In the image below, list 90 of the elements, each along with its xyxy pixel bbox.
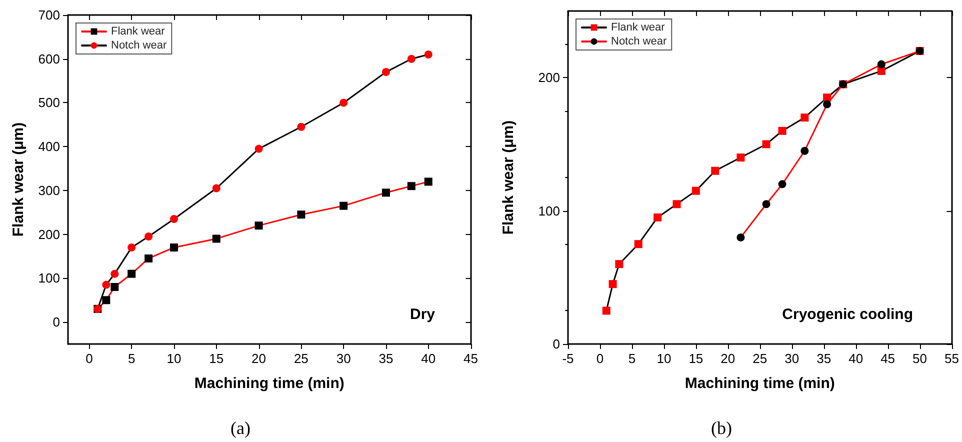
point xyxy=(800,114,809,122)
point xyxy=(297,210,306,219)
point xyxy=(424,178,432,186)
x-tick-label: 0 xyxy=(596,351,604,366)
point xyxy=(407,54,416,63)
x-tick-label: 10 xyxy=(656,351,672,366)
x-tick-label: 5 xyxy=(628,351,636,366)
legend-label: Flank wear xyxy=(111,26,166,38)
point xyxy=(823,100,832,108)
point xyxy=(102,296,110,304)
point xyxy=(382,188,390,197)
point xyxy=(877,66,886,75)
point xyxy=(762,200,770,208)
y-tick-label: 200 xyxy=(38,226,60,242)
point xyxy=(144,232,153,241)
x-tick-label: 15 xyxy=(688,351,704,366)
x-tick-label: 45 xyxy=(464,351,478,366)
point xyxy=(711,166,720,175)
point xyxy=(340,202,348,210)
x-axis-title: Machining time (min) xyxy=(194,375,344,392)
text: (b) xyxy=(711,418,732,438)
point xyxy=(170,243,178,252)
y-tick-label: 500 xyxy=(38,95,60,110)
point xyxy=(170,214,178,223)
x-tick-label: 20 xyxy=(720,351,736,366)
x-tick-label: 5 xyxy=(128,351,136,366)
y-tick-label: 600 xyxy=(38,51,60,66)
x-tick-label: 55 xyxy=(944,351,960,366)
y-axis-title: Flank wear (μm) xyxy=(10,122,27,237)
legend-label: Notch wear xyxy=(611,36,667,48)
x-tick-label: 30 xyxy=(336,351,351,366)
x-tick-label: 35 xyxy=(378,351,394,366)
legend-label: Notch wear xyxy=(111,40,167,52)
y-axis-title: Flank wear (μm) xyxy=(500,120,517,235)
point xyxy=(128,243,136,252)
point xyxy=(608,280,617,288)
point xyxy=(212,234,220,243)
point xyxy=(254,222,263,230)
point xyxy=(778,126,786,135)
text: (a) xyxy=(230,418,250,438)
x-tick-label: 25 xyxy=(294,351,308,366)
point xyxy=(762,140,770,148)
x-tick-label: 15 xyxy=(209,351,224,366)
x-tick-label: 50 xyxy=(912,351,928,366)
point xyxy=(212,184,220,192)
point xyxy=(110,282,119,291)
x-tick-label: 35 xyxy=(816,351,832,366)
x-tick-label: 45 xyxy=(880,351,896,366)
point xyxy=(407,182,416,190)
point xyxy=(634,240,642,248)
point xyxy=(144,254,153,262)
y-tick-label: 100 xyxy=(538,203,560,218)
x-tick-label: 25 xyxy=(752,351,768,366)
y-tick-label: 700 xyxy=(38,8,60,22)
point xyxy=(672,200,681,208)
point xyxy=(254,144,263,153)
legend-label: Flank wear xyxy=(611,22,666,34)
y-tick-label: 0 xyxy=(552,336,560,352)
point xyxy=(615,260,624,268)
x-tick-label: 20 xyxy=(252,351,266,366)
annotation: Cryogenic cooling xyxy=(782,306,914,323)
y-tick-label: 0 xyxy=(52,314,60,330)
annotation: Dry xyxy=(410,306,436,323)
point xyxy=(877,60,886,68)
point xyxy=(823,94,832,102)
point xyxy=(800,146,809,155)
point xyxy=(297,122,306,131)
y-tick-label: 100 xyxy=(38,270,60,286)
point xyxy=(382,68,390,76)
x-tick-label: 30 xyxy=(784,351,800,366)
x-tick-label: 40 xyxy=(421,351,436,366)
point xyxy=(102,280,110,289)
point xyxy=(424,50,432,58)
point xyxy=(602,306,610,315)
x-tick-label: -5 xyxy=(562,351,574,366)
point xyxy=(736,154,745,162)
y-tick-label: 400 xyxy=(38,139,60,154)
point xyxy=(340,98,348,107)
point xyxy=(736,233,745,242)
x-tick-label: 0 xyxy=(86,351,93,366)
point xyxy=(692,186,700,195)
x-tick-label: 10 xyxy=(166,351,182,366)
point xyxy=(778,180,786,188)
point xyxy=(654,213,662,222)
y-tick-label: 300 xyxy=(38,182,60,198)
x-tick-label: 40 xyxy=(848,351,864,366)
point xyxy=(128,270,136,278)
y-tick-label: 200 xyxy=(538,70,560,86)
point xyxy=(110,270,119,278)
x-axis-title: Machining time (min) xyxy=(684,375,835,392)
